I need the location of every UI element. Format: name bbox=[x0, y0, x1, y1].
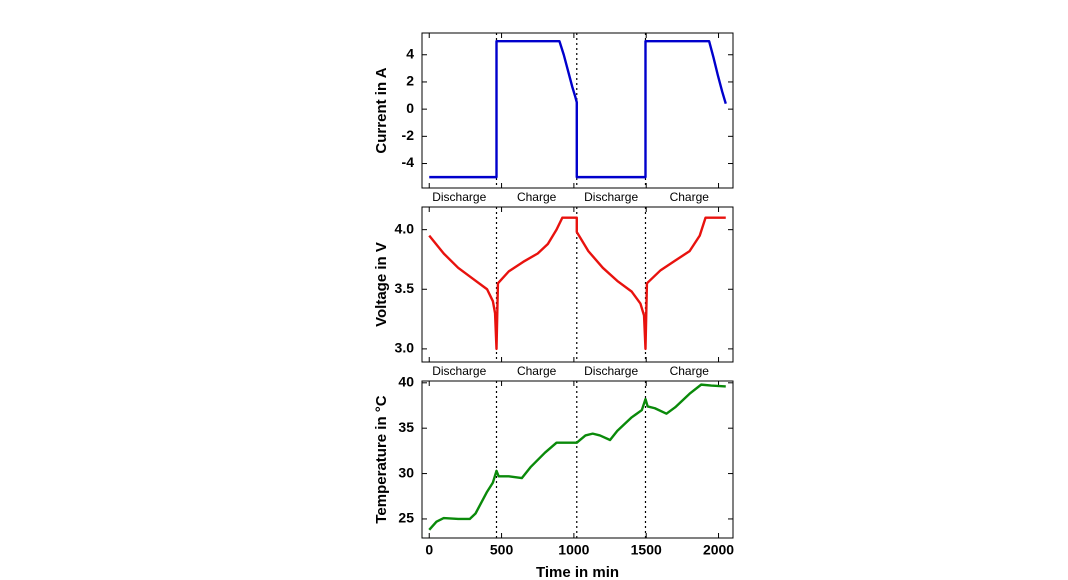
y-tick-label: 40 bbox=[398, 374, 414, 390]
plot-frame bbox=[421, 32, 734, 189]
x-tick-label: 1000 bbox=[558, 542, 589, 558]
phase-label: Discharge bbox=[432, 364, 486, 378]
y-tick-label: 25 bbox=[398, 510, 414, 526]
y-tick-label: 35 bbox=[398, 419, 414, 435]
y-tick-label: -2 bbox=[402, 127, 415, 143]
y-tick-label: -4 bbox=[402, 154, 415, 170]
x-tick-label: 1500 bbox=[631, 542, 662, 558]
phase-label: Discharge bbox=[584, 364, 638, 378]
data-line bbox=[428, 216, 726, 351]
y-tick-label: 3.5 bbox=[395, 280, 415, 296]
y-tick-label: 2 bbox=[406, 73, 414, 89]
phase-label: Charge bbox=[670, 190, 710, 204]
phase-label: Charge bbox=[517, 364, 557, 378]
y-axis-label: Voltage in V bbox=[373, 242, 390, 327]
y-axis-label: Temperature in °C bbox=[373, 395, 390, 523]
y-tick-label: 4.0 bbox=[395, 220, 415, 236]
phase-label: Charge bbox=[670, 364, 710, 378]
data-line bbox=[429, 39, 727, 179]
x-tick-label: 0 bbox=[425, 542, 433, 558]
y-tick-label: 0 bbox=[406, 100, 414, 116]
plot-frame bbox=[421, 206, 734, 363]
phase-label: Discharge bbox=[432, 190, 486, 204]
data-line bbox=[428, 383, 726, 531]
x-tick-label: 500 bbox=[490, 542, 514, 558]
y-tick-label: 4 bbox=[406, 45, 414, 61]
plot-frame bbox=[421, 380, 734, 539]
y-tick-label: 30 bbox=[398, 464, 414, 480]
x-axis-label: Time in min bbox=[536, 564, 619, 580]
y-tick-label: 3.0 bbox=[395, 340, 415, 356]
x-tick-label: 2000 bbox=[703, 542, 734, 558]
phase-label: Discharge bbox=[584, 190, 638, 204]
phase-label: Charge bbox=[517, 190, 557, 204]
y-axis-label: Current in A bbox=[373, 67, 390, 153]
